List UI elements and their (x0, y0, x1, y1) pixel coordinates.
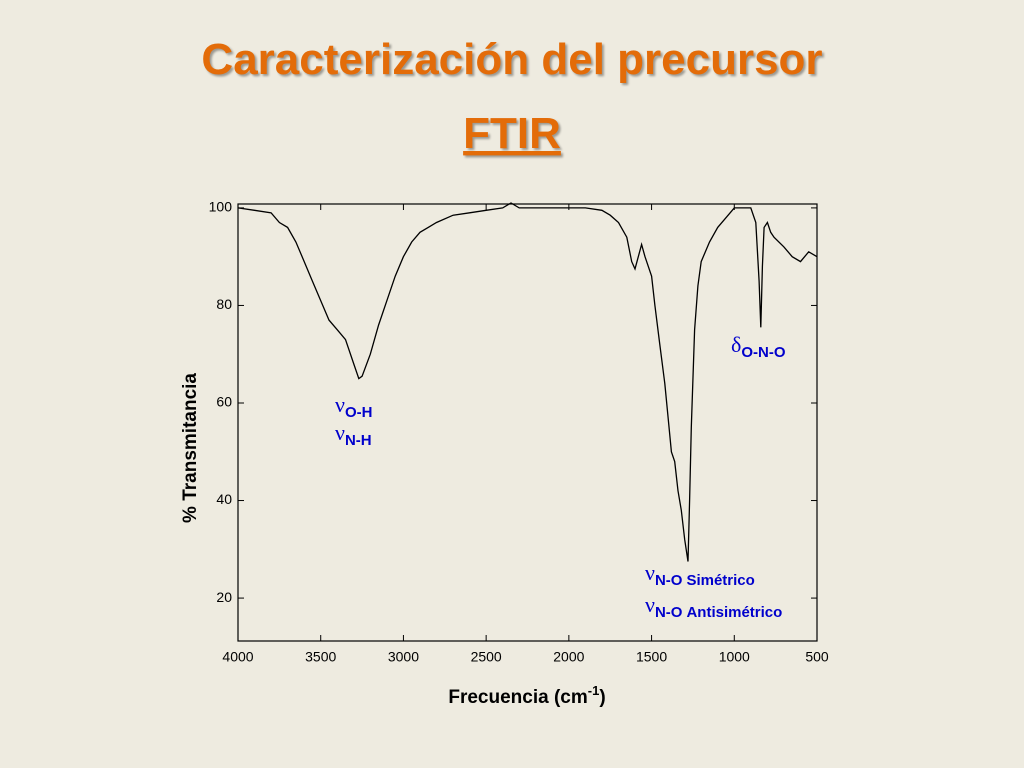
x-tick-label: 3000 (388, 649, 419, 665)
annotation: δO-N-O (731, 332, 786, 361)
slide-title: Caracterización del precursor (201, 35, 822, 84)
plot-frame (237, 203, 818, 642)
annotation-symbol: ν (645, 560, 655, 585)
y-tick-label: 20 (216, 589, 232, 605)
x-tick-label: 1000 (719, 649, 750, 665)
x-tick-label: 3500 (305, 649, 336, 665)
annotation: νN-O Simétrico (645, 560, 755, 589)
annotation-suffix: Simétrico (686, 572, 754, 589)
annotation-symbol: ν (335, 420, 345, 445)
annotation-subscript: O-H (345, 404, 373, 421)
x-tick-label: 4000 (222, 649, 253, 665)
x-axis-label: Frecuencia (cm-1) (448, 683, 605, 708)
annotation-symbol: δ (731, 332, 741, 357)
x-tick-label: 500 (805, 649, 829, 665)
x-label-sup: -1 (588, 683, 600, 698)
y-tick-label: 80 (216, 296, 232, 312)
x-tick-label: 2000 (553, 649, 584, 665)
y-tick-label: 40 (216, 491, 232, 507)
annotation: νO-H (335, 392, 372, 421)
slide-subtitle: FTIR (463, 109, 561, 158)
annotation-subscript: N-O (655, 572, 683, 589)
y-axis-label: % Transmitancia (180, 373, 201, 523)
spectrum-line (237, 202, 818, 562)
annotation-symbol: ν (335, 392, 345, 417)
annotation-symbol: ν (645, 592, 655, 617)
annotation: νN-O Antisimétrico (645, 592, 782, 621)
x-label-text: Frecuencia (cm (448, 687, 587, 708)
annotation-subscript: N-O (655, 604, 683, 621)
x-tick-label: 2500 (471, 649, 502, 665)
annotation-subscript: N-H (345, 432, 372, 449)
y-tick-label: 60 (216, 394, 232, 410)
annotation: νN-H (335, 420, 372, 449)
annotation-suffix: Antisimétrico (686, 604, 782, 621)
x-label-suffix: ) (599, 687, 605, 708)
y-tick-label: 100 (209, 199, 233, 215)
x-tick-label: 1500 (636, 649, 667, 665)
annotation-subscript: O-N-O (741, 344, 785, 361)
